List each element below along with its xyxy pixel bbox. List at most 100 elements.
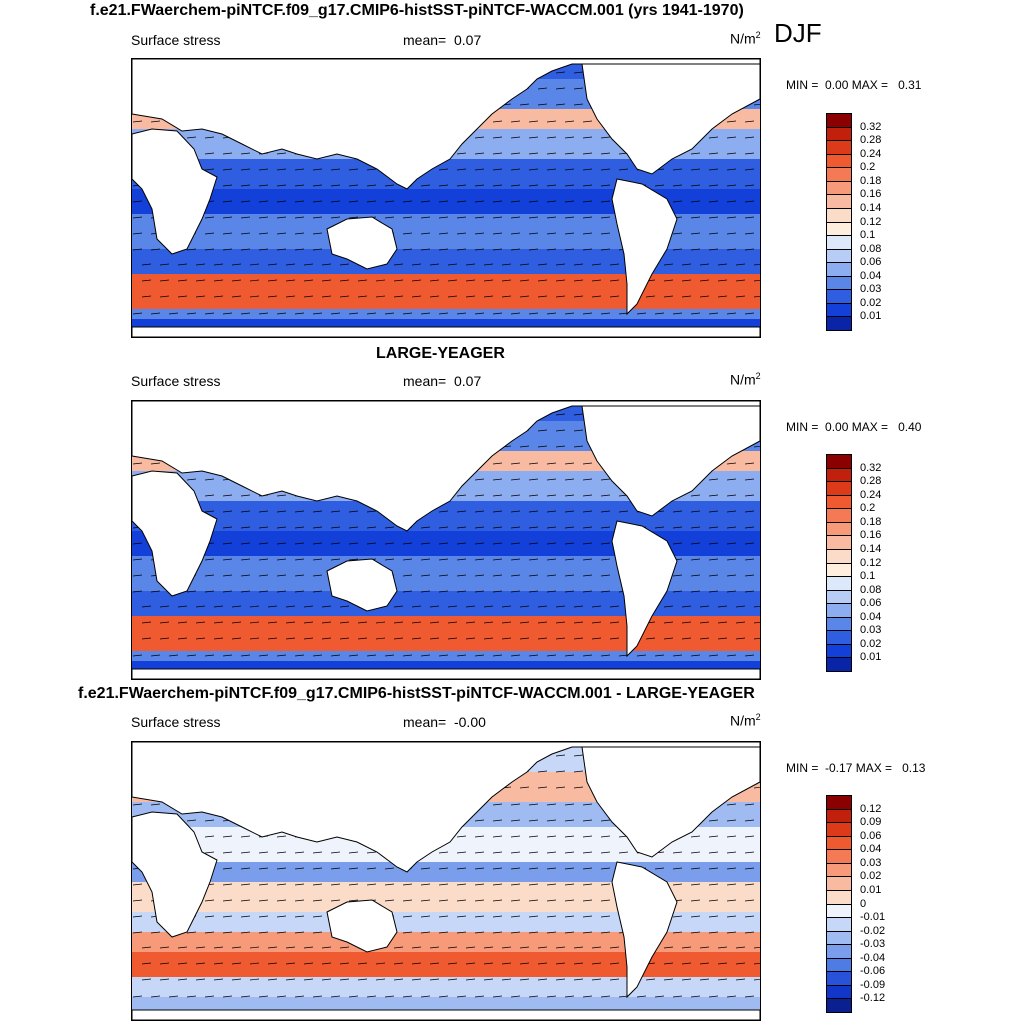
wind-vector xyxy=(222,494,233,497)
wind-vector xyxy=(141,978,152,981)
wind-vector xyxy=(537,263,548,266)
wind-vector xyxy=(690,312,701,315)
wind-vector xyxy=(456,184,467,187)
wind-vector xyxy=(654,654,665,657)
wind-vector xyxy=(726,168,737,171)
wind-vector xyxy=(393,637,404,640)
wind-vector xyxy=(744,494,755,497)
wind-vector xyxy=(636,312,647,315)
colorbar-swatch xyxy=(826,521,852,536)
wind-vector xyxy=(564,200,575,203)
wind-vector xyxy=(294,574,305,577)
wind-vector xyxy=(258,312,269,315)
wind-vector xyxy=(159,962,170,965)
colorbar-swatch xyxy=(826,481,852,496)
wind-vector xyxy=(312,995,323,998)
wind-vector xyxy=(330,526,341,529)
wind-vector xyxy=(555,295,566,298)
wind-vector xyxy=(366,867,377,870)
colorbar-label: 0.04 xyxy=(860,269,882,282)
wind-vector xyxy=(384,867,395,870)
wind-vector xyxy=(429,605,440,608)
wind-vector xyxy=(438,867,449,870)
wind-vector xyxy=(249,263,260,266)
wind-vector xyxy=(744,851,755,854)
wind-vector xyxy=(555,605,566,608)
wind-vector xyxy=(744,136,755,139)
wind-vector xyxy=(474,883,485,886)
wind-vector xyxy=(438,312,449,315)
wind-vector xyxy=(411,263,422,266)
wind-vector xyxy=(456,168,467,171)
wind-vector xyxy=(438,510,449,513)
wind-vector xyxy=(438,184,449,187)
wind-vector xyxy=(582,216,593,219)
wind-vector xyxy=(168,312,179,315)
colorbar-label: 0.06 xyxy=(860,829,882,842)
wind-vector xyxy=(600,542,611,545)
wind-vector xyxy=(564,168,575,171)
wind-vector xyxy=(528,184,539,187)
wind-vector xyxy=(204,216,215,219)
wind-vector xyxy=(321,279,332,282)
wind-vector xyxy=(141,263,152,266)
wind-vector xyxy=(222,312,233,315)
wind-vector xyxy=(150,654,161,657)
wind-vector xyxy=(393,295,404,298)
wind-vector xyxy=(420,590,431,593)
wind-vector xyxy=(348,867,359,870)
wind-vector xyxy=(339,263,350,266)
wind-vector xyxy=(222,200,233,203)
wind-vector xyxy=(420,899,431,902)
wind-vector xyxy=(564,835,575,838)
wind-vector xyxy=(564,494,575,497)
colorbar-swatch xyxy=(826,508,852,523)
wind-vector xyxy=(276,851,287,854)
wind-vector xyxy=(339,621,350,624)
contour-band xyxy=(132,309,760,319)
wind-vector xyxy=(591,263,602,266)
wind-vector xyxy=(582,494,593,497)
wind-vector xyxy=(222,152,233,155)
wind-vector xyxy=(177,946,188,949)
wind-vector xyxy=(159,295,170,298)
wind-vector xyxy=(438,574,449,577)
wind-vector xyxy=(708,136,719,139)
wind-vector xyxy=(690,995,701,998)
wind-vector xyxy=(366,510,377,513)
wind-vector xyxy=(132,883,143,886)
wind-vector xyxy=(393,962,404,965)
wind-vector xyxy=(258,590,269,593)
colorbar-swatch xyxy=(826,862,852,877)
wind-vector xyxy=(132,248,143,251)
wind-vector xyxy=(420,184,431,187)
wind-vector xyxy=(609,605,620,608)
continent-outline xyxy=(611,861,678,999)
colorbar-label: 0.16 xyxy=(860,188,882,201)
wind-vector xyxy=(294,931,305,934)
wind-vector xyxy=(564,542,575,545)
colorbar-label: 0.18 xyxy=(860,515,882,528)
wind-vector xyxy=(690,510,701,513)
wind-vector xyxy=(744,216,755,219)
wind-vector xyxy=(474,312,485,315)
wind-vector xyxy=(330,312,341,315)
wind-vector xyxy=(456,899,467,902)
wind-vector xyxy=(492,590,503,593)
wind-vector xyxy=(456,867,467,870)
colorbar-label: 0.16 xyxy=(860,529,882,542)
wind-vector xyxy=(564,915,575,918)
wind-vector xyxy=(492,462,503,465)
wind-vector xyxy=(726,654,737,657)
colorbar-swatch xyxy=(826,302,852,317)
wind-vector xyxy=(303,962,314,965)
wind-vector xyxy=(654,184,665,187)
wind-vector xyxy=(681,621,692,624)
wind-vector xyxy=(150,931,161,934)
wind-vector xyxy=(177,637,188,640)
wind-vector xyxy=(564,184,575,187)
wind-vector xyxy=(357,978,368,981)
wind-vector xyxy=(582,312,593,315)
wind-vector xyxy=(222,232,233,235)
wind-vector xyxy=(384,312,395,315)
